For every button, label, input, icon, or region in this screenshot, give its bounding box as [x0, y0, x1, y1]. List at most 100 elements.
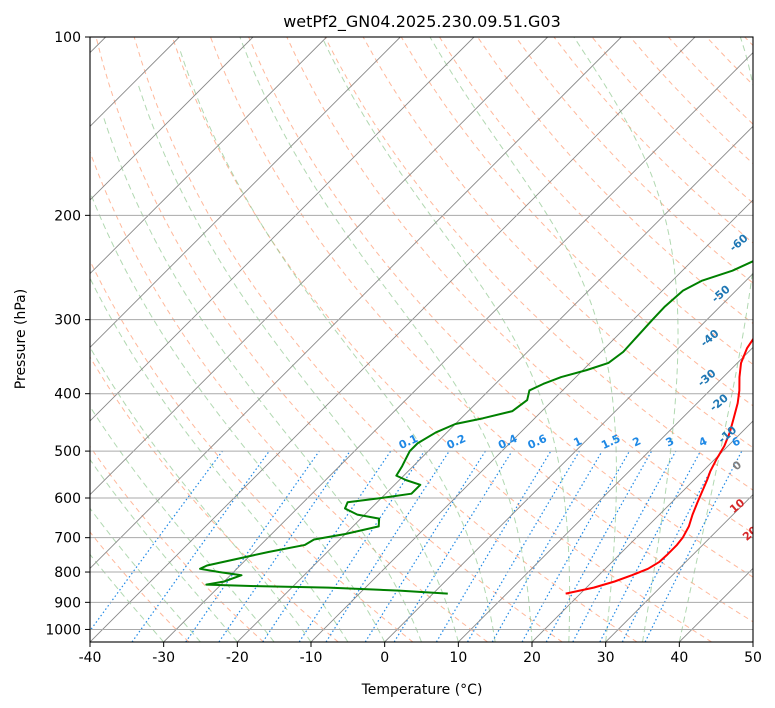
- mixing-ratio-line: [325, 450, 450, 642]
- dry-adiabat-label: -30: [695, 366, 719, 389]
- x-tick-label: 20: [523, 650, 541, 666]
- mixing-ratio-line: [521, 450, 631, 642]
- dry-adiabat-line: [744, 37, 753, 47]
- y-tick-label: 900: [54, 595, 81, 611]
- mixing-ratio-label: 1: [572, 434, 584, 449]
- dry-adiabat-line: [553, 37, 753, 244]
- dry-adiabat-label: -20: [707, 391, 731, 414]
- x-tick-label: 0: [380, 650, 389, 666]
- x-tick-label: 10: [449, 650, 467, 666]
- mixing-ratio-label: 0.6: [526, 432, 549, 452]
- dry-adiabat-line: [90, 445, 264, 642]
- mixing-ratio-label: 1.5: [599, 432, 622, 452]
- mixing-ratio-label: 6: [730, 434, 743, 449]
- y-tick-label: 200: [54, 208, 81, 224]
- moist-adiabat-line: [90, 553, 165, 642]
- x-axis-label: Temperature (°C): [361, 682, 483, 698]
- dry-adiabat-line: [90, 356, 339, 642]
- dry-adiabat-label: -50: [709, 282, 733, 305]
- dry-adiabat-label: 30: [752, 556, 772, 576]
- dry-adiabat-label: -40: [698, 327, 722, 350]
- isotherm-line: [90, 37, 254, 201]
- mixing-ratio-line: [90, 450, 223, 632]
- dry-adiabat-label: -70: [748, 181, 772, 204]
- x-tick-label: -40: [79, 650, 102, 666]
- y-tick-label: 400: [54, 387, 81, 403]
- moist-adiabat-line: [102, 114, 422, 642]
- dry-adiabat-line: [133, 37, 638, 642]
- moist-adiabat-line: [90, 458, 238, 642]
- moist-adiabat-line: [137, 83, 459, 642]
- x-tick-label: 50: [744, 650, 762, 666]
- y-tick-label: 800: [54, 565, 81, 581]
- mixing-ratio-label: 0.1: [397, 432, 420, 452]
- mixing-ratio-line: [298, 450, 425, 642]
- moist-adiabat-line: [429, 37, 617, 642]
- x-tick-label: -10: [300, 650, 323, 666]
- x-tick-label: -20: [226, 650, 249, 666]
- dry-adiabat-line: [90, 531, 190, 642]
- isotherm-line: [458, 346, 753, 642]
- dry-adiabat-label: -80: [769, 134, 775, 157]
- isotherm-line: [605, 494, 753, 642]
- moist-adiabat-line: [678, 37, 753, 642]
- isotherm-line: [384, 273, 753, 642]
- isotherm-line: [90, 37, 622, 569]
- isotherm-line: [237, 125, 753, 642]
- mixing-ratio-line: [435, 450, 552, 642]
- isotherm-line: [752, 641, 753, 642]
- dry-adiabat-line: [90, 259, 414, 642]
- mixing-ratio-line: [131, 450, 270, 642]
- dry-adiabat-line: [171, 37, 712, 642]
- isotherm-line: [90, 37, 475, 422]
- dry-adiabat-line: [439, 37, 753, 366]
- dry-adiabat-line: [95, 37, 563, 642]
- dry-adiabat-line: [515, 37, 753, 284]
- moist-adiabat-line: [239, 37, 533, 642]
- isotherm-line: [310, 199, 753, 642]
- mixing-ratio-line: [599, 450, 702, 642]
- isotherm-line: [531, 420, 753, 642]
- moist-adiabat-line: [573, 37, 679, 642]
- plot-area: -100-90-80-70-60-50-40-30-20-10010203040…: [90, 37, 775, 642]
- isotherm-line: [90, 37, 401, 348]
- dry-adiabat-label: -60: [727, 231, 751, 254]
- chart-title: wetPf2_GN04.2025.230.09.51.G03: [283, 12, 561, 32]
- moist-adiabat-line: [90, 346, 312, 642]
- dry-adiabat-line: [400, 37, 753, 407]
- temperature-profile-line: [565, 337, 753, 595]
- mixing-ratio-line: [393, 450, 513, 642]
- dry-adiabat-line: [668, 37, 753, 125]
- y-tick-label: 600: [54, 491, 81, 507]
- x-tick-label: 40: [670, 650, 688, 666]
- moist-adiabat-line: [90, 277, 349, 642]
- mixing-ratio-label: 8: [759, 434, 771, 449]
- moist-adiabat-line: [179, 49, 496, 642]
- isotherm-line: [90, 37, 327, 275]
- y-tick-label: 700: [54, 531, 81, 547]
- y-tick-label: 300: [54, 313, 81, 329]
- mixing-ratio-line: [644, 450, 743, 642]
- y-tick-label: 100: [54, 30, 81, 46]
- x-tick-label: 30: [597, 650, 615, 666]
- mixing-ratio-line: [185, 450, 320, 642]
- isotherm-line: [90, 37, 548, 496]
- isotherm-line: [679, 567, 753, 642]
- moist-adiabat-line: [90, 507, 201, 642]
- mixing-ratio-label: 4: [697, 434, 710, 449]
- dry-adiabat-label: 40: [763, 585, 775, 605]
- y-tick-label: 500: [54, 444, 81, 460]
- isotherm-line: [163, 52, 753, 642]
- dry-adiabat-line: [210, 37, 753, 623]
- plot-frame: [89, 36, 754, 643]
- mixing-ratio-label: 3: [664, 434, 676, 449]
- dry-adiabat-line: [90, 150, 488, 642]
- mixing-ratio-line: [262, 450, 392, 642]
- moist-adiabat-line: [321, 37, 571, 642]
- mixing-ratio-line: [466, 450, 580, 642]
- mixing-ratio-label: 0.4: [496, 432, 519, 452]
- mixing-ratio-line: [572, 450, 677, 642]
- isotherm-line: [90, 37, 696, 642]
